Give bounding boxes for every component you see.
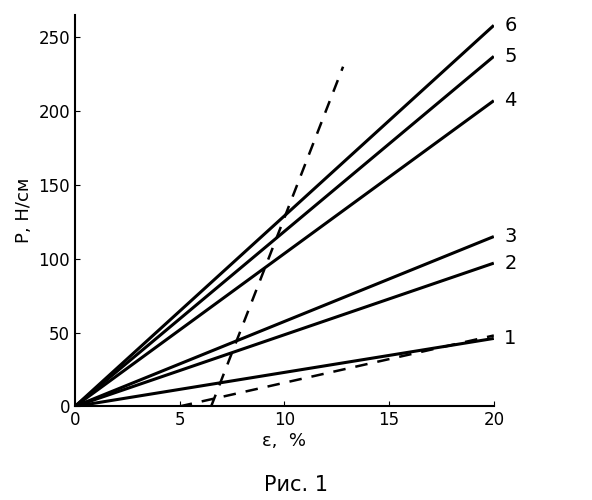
Y-axis label: P, Н/см: P, Н/см bbox=[15, 178, 33, 244]
Text: 3: 3 bbox=[504, 227, 517, 246]
Text: 5: 5 bbox=[504, 47, 517, 66]
X-axis label: ε,  %: ε, % bbox=[262, 432, 307, 450]
Text: 2: 2 bbox=[504, 254, 517, 272]
Text: Рис. 1: Рис. 1 bbox=[264, 475, 328, 495]
Text: 4: 4 bbox=[504, 91, 517, 110]
Text: 1: 1 bbox=[504, 329, 517, 348]
Text: 6: 6 bbox=[504, 16, 517, 35]
